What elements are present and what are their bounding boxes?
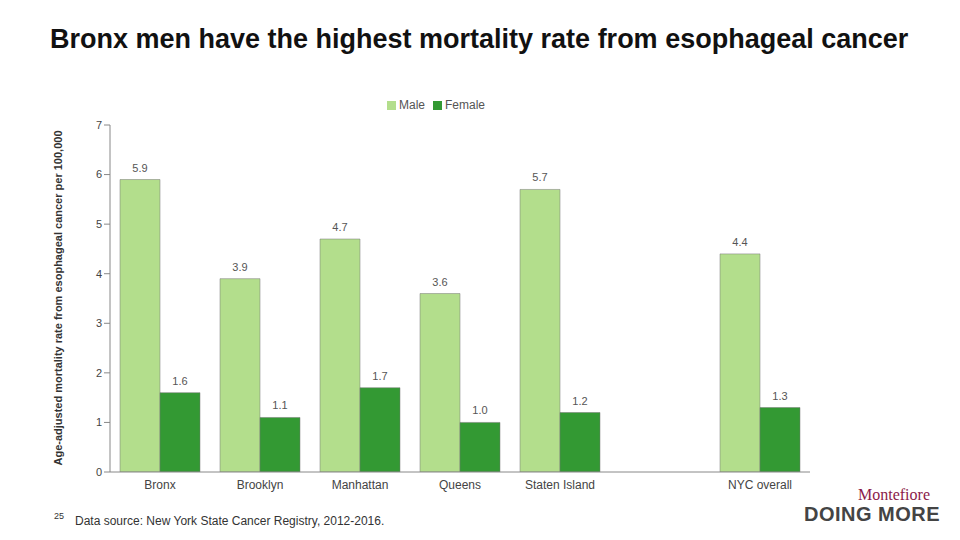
svg-text:6: 6 <box>96 168 102 180</box>
svg-text:Staten Island: Staten Island <box>525 478 595 492</box>
svg-text:Queens: Queens <box>439 478 481 492</box>
html-text:Montefiore: Montefiore <box>858 486 930 503</box>
svg-text:4.7: 4.7 <box>332 221 347 233</box>
html-text:Bronx men have the highest mor: Bronx men have the highest mortality rat… <box>50 24 909 54</box>
svg-text:Manhattan: Manhattan <box>332 478 389 492</box>
html-text:25: 25 <box>54 511 64 521</box>
html-text:Male: Male <box>399 98 425 112</box>
svg-text:NYC overall: NYC overall <box>728 478 792 492</box>
svg-text:1.3: 1.3 <box>772 390 787 402</box>
svg-text:4: 4 <box>96 268 102 280</box>
svg-text:5: 5 <box>96 218 102 230</box>
svg-text:5.9: 5.9 <box>132 162 147 174</box>
svg-text:1.7: 1.7 <box>372 370 387 382</box>
svg-text:1.0: 1.0 <box>472 404 487 416</box>
html-text:DOING MORE: DOING MORE <box>804 503 941 525</box>
svg-text:1: 1 <box>96 416 102 428</box>
svg-text:3.9: 3.9 <box>232 261 247 273</box>
svg-text:0: 0 <box>96 466 102 478</box>
svg-text:1.1: 1.1 <box>272 399 287 411</box>
svg-text:4.4: 4.4 <box>732 236 747 248</box>
html-text:Data source: New York State Ca: Data source: New York State Cancer Regis… <box>75 514 385 528</box>
svg-text:7: 7 <box>96 119 102 131</box>
html-text:Female: Female <box>445 98 485 112</box>
svg-text:Brooklyn: Brooklyn <box>237 478 284 492</box>
svg-text:1.6: 1.6 <box>172 375 187 387</box>
svg-text:3: 3 <box>96 317 102 329</box>
html-text:Age-adjusted mortality rate fr: Age-adjusted mortality rate from esophag… <box>51 130 64 466</box>
svg-text:2: 2 <box>96 367 102 379</box>
svg-text:Bronx: Bronx <box>144 478 175 492</box>
svg-text:1.2: 1.2 <box>572 395 587 407</box>
svg-text:3.6: 3.6 <box>432 276 447 288</box>
svg-text:5.7: 5.7 <box>532 171 547 183</box>
